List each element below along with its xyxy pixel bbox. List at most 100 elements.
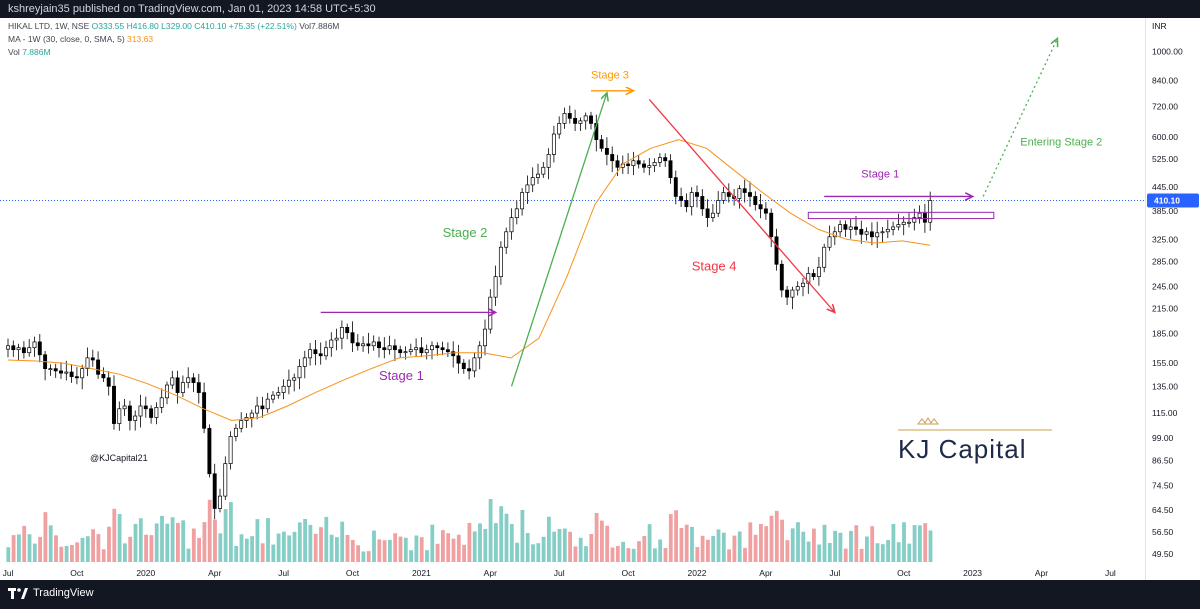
volume-bar bbox=[743, 547, 747, 562]
volume-bar bbox=[525, 533, 530, 562]
candle-body bbox=[536, 173, 540, 178]
volume-bar bbox=[610, 547, 615, 562]
candle-body bbox=[721, 192, 726, 201]
candle-body bbox=[461, 362, 466, 369]
candle-up bbox=[838, 220, 843, 238]
candle-body bbox=[53, 368, 58, 372]
volume-bar bbox=[207, 499, 212, 562]
candle-up bbox=[583, 112, 588, 130]
candle-up bbox=[361, 336, 366, 352]
candle-up bbox=[414, 338, 419, 358]
volume-bar bbox=[335, 537, 339, 562]
volume-bar bbox=[753, 534, 758, 562]
footer-bar: TradingView bbox=[0, 580, 1200, 609]
candle-body bbox=[589, 115, 593, 124]
candle-body bbox=[117, 408, 122, 424]
price-plot-area[interactable]: Jul Oct 2020 Apr Jul Oct 2021 Apr Jul Oct 2022 Apr J… bbox=[0, 18, 1145, 580]
candle-down bbox=[212, 463, 217, 520]
candle-body bbox=[562, 113, 567, 124]
time-tick-label: Apr bbox=[759, 568, 772, 578]
volume-bar bbox=[700, 535, 705, 562]
candle-down bbox=[90, 349, 95, 367]
candle-down bbox=[445, 342, 450, 358]
candle-down bbox=[398, 345, 403, 358]
candle-body bbox=[636, 160, 641, 165]
candle-body bbox=[138, 405, 143, 417]
candle-down bbox=[318, 342, 323, 365]
candle-body bbox=[615, 160, 620, 168]
candle-down bbox=[573, 109, 578, 132]
price-change: +75.35 (+22.51%) bbox=[228, 21, 297, 31]
volume-bar bbox=[690, 526, 694, 562]
candle-up bbox=[875, 221, 880, 248]
candle-down bbox=[207, 424, 212, 478]
volume-bar bbox=[324, 516, 329, 562]
candle-body bbox=[901, 221, 906, 225]
candle-down bbox=[642, 160, 646, 173]
candle-up bbox=[822, 243, 827, 273]
candle-body bbox=[854, 226, 858, 230]
volume-bar bbox=[600, 520, 604, 562]
candle-up bbox=[536, 163, 540, 184]
candle-body bbox=[822, 246, 827, 268]
candle-up bbox=[795, 281, 800, 296]
candle-body bbox=[350, 332, 355, 344]
publish-header: kshreyjain35 published on TradingView.co… bbox=[0, 0, 1200, 18]
volume-bar bbox=[250, 536, 254, 562]
volume-bar bbox=[191, 528, 196, 562]
candle-down bbox=[11, 340, 16, 357]
candle-body bbox=[419, 347, 424, 354]
candle-up bbox=[292, 373, 297, 392]
candle-up bbox=[154, 402, 159, 425]
candle-down bbox=[451, 341, 456, 368]
candle-up bbox=[6, 338, 10, 358]
candle-down bbox=[769, 208, 774, 248]
candle-up bbox=[498, 241, 503, 285]
candle-body bbox=[170, 377, 175, 386]
candle-body bbox=[445, 349, 450, 353]
volume-bar bbox=[287, 535, 292, 562]
candle-body bbox=[207, 427, 212, 475]
candlestick-chart[interactable]: Jul Oct 2020 Apr Jul Oct 2021 Apr Jul Oct 2022 Apr J… bbox=[0, 18, 1145, 580]
volume-bar bbox=[774, 510, 779, 562]
candle-body bbox=[361, 343, 366, 347]
candle-body bbox=[551, 133, 556, 155]
price-axis[interactable]: 1000.00 840.00 720.00 600.00 525.00 445.00 385… bbox=[1145, 18, 1200, 580]
volume-bar bbox=[695, 547, 700, 562]
candle-down bbox=[785, 285, 790, 306]
volume-bar bbox=[329, 534, 334, 562]
candle-body bbox=[912, 217, 917, 223]
candle-body bbox=[271, 394, 275, 400]
candle-up bbox=[551, 125, 556, 163]
candle-body bbox=[80, 368, 85, 379]
candle-body bbox=[382, 347, 387, 351]
candle-body bbox=[642, 163, 646, 168]
volume-bar bbox=[85, 536, 90, 562]
candle-body bbox=[467, 368, 472, 372]
candle-up bbox=[233, 423, 238, 442]
volume-bar bbox=[456, 534, 461, 562]
candle-body bbox=[281, 385, 286, 393]
volume-bar bbox=[6, 547, 11, 562]
volume-bar bbox=[812, 528, 816, 562]
candle-down bbox=[37, 334, 42, 363]
stage-arrow bbox=[648, 99, 835, 312]
candle-up bbox=[541, 161, 546, 178]
candle-body bbox=[922, 212, 927, 223]
candle-up bbox=[228, 431, 233, 470]
candle-body bbox=[530, 177, 535, 186]
candle-body bbox=[392, 345, 397, 351]
volume-bar bbox=[706, 539, 710, 562]
candle-down bbox=[196, 373, 201, 404]
volume-bar bbox=[499, 506, 504, 562]
volume-bar bbox=[902, 522, 906, 562]
candle-body bbox=[355, 342, 360, 347]
candle-body bbox=[753, 196, 758, 205]
volume-bar bbox=[176, 522, 180, 562]
volume-bar bbox=[615, 545, 620, 562]
candle-down bbox=[843, 220, 848, 238]
candle-down bbox=[96, 351, 101, 379]
volume-bar bbox=[170, 517, 175, 562]
candle-body bbox=[811, 273, 816, 278]
kj-capital-logo: KJ Capital bbox=[898, 434, 1027, 464]
